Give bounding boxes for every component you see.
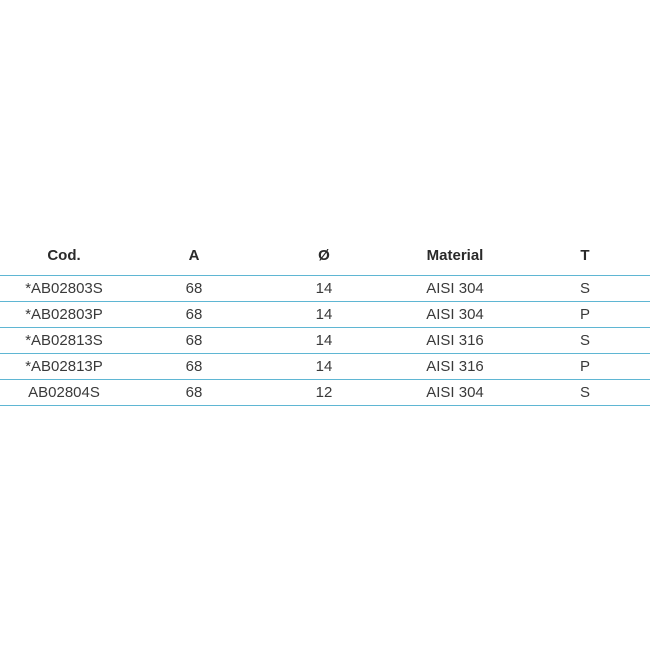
table-row: *AB02813S 68 14 AISI 316 S [0, 328, 650, 354]
cell-a: 68 [185, 306, 203, 323]
header-t: T [580, 246, 590, 264]
cell-material: AISI 316 [426, 332, 484, 349]
cell-t: S [579, 332, 590, 349]
table-row: *AB02813P 68 14 AISI 316 P [0, 354, 650, 380]
table-header-row: Cod. A Ø Material T [0, 235, 650, 276]
cell-diameter: 12 [315, 384, 333, 401]
cell-a: 68 [185, 358, 203, 375]
header-a: A [188, 246, 200, 264]
cell-code: AB02804S [28, 384, 100, 401]
spec-table: Cod. A Ø Material T *AB02803S 68 14 AISI… [0, 235, 650, 406]
cell-code: *AB02803P [25, 306, 103, 323]
cell-t: S [579, 280, 590, 297]
cell-a: 68 [185, 384, 203, 401]
table-row: *AB02803S 68 14 AISI 304 S [0, 276, 650, 302]
table-row: AB02804S 68 12 AISI 304 S [0, 380, 650, 406]
cell-a: 68 [185, 280, 203, 297]
cell-t: P [579, 358, 590, 375]
header-material: Material [426, 246, 484, 264]
cell-material: AISI 304 [426, 280, 484, 297]
cell-diameter: 14 [315, 358, 333, 375]
cell-diameter: 14 [315, 280, 333, 297]
cell-code: *AB02803S [25, 280, 103, 297]
cell-material: AISI 304 [426, 384, 484, 401]
header-code: Cod. [47, 246, 81, 264]
cell-material: AISI 316 [426, 358, 484, 375]
header-diameter: Ø [318, 246, 330, 264]
cell-t: P [579, 306, 590, 323]
cell-diameter: 14 [315, 332, 333, 349]
cell-diameter: 14 [315, 306, 333, 323]
cell-t: S [579, 384, 590, 401]
cell-code: *AB02813P [25, 358, 103, 375]
cell-code: *AB02813S [25, 332, 103, 349]
table-row: *AB02803P 68 14 AISI 304 P [0, 302, 650, 328]
cell-material: AISI 304 [426, 306, 484, 323]
cell-a: 68 [185, 332, 203, 349]
